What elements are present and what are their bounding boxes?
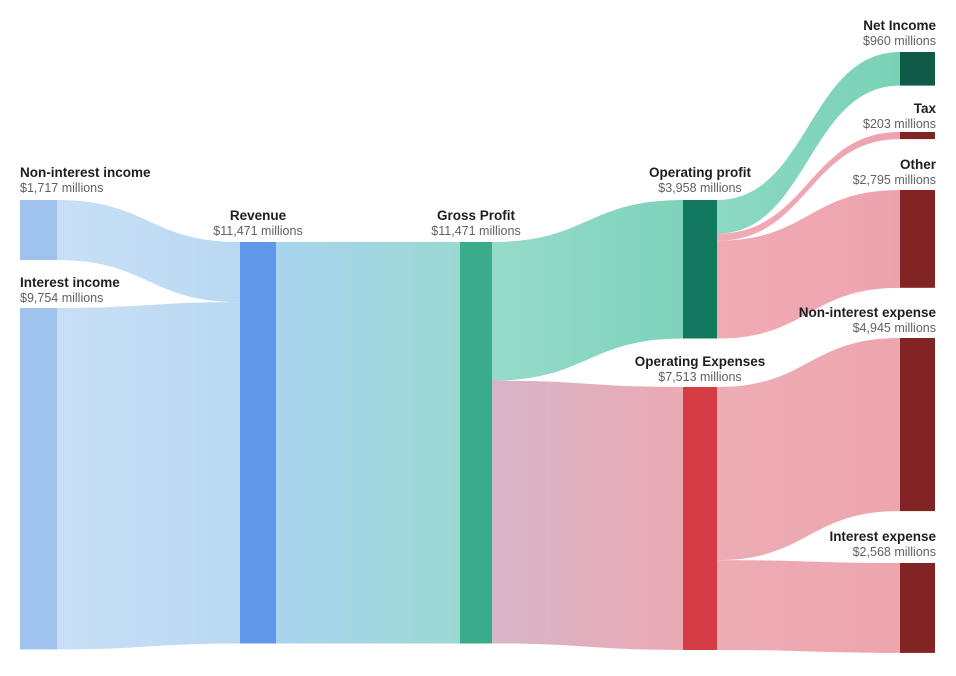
- flow-gross_profit-to-operating_profit[interactable]: [492, 200, 683, 381]
- flow-revenue-to-gross_profit[interactable]: [276, 242, 460, 644]
- flow-operating_profit-to-other[interactable]: [717, 190, 900, 339]
- node-interest_income[interactable]: [20, 308, 57, 650]
- node-interest_expense[interactable]: [900, 563, 935, 653]
- node-operating_profit[interactable]: [683, 200, 717, 339]
- node-non_interest_income[interactable]: [20, 200, 57, 261]
- node-non_interest_expense[interactable]: [900, 338, 935, 512]
- flow-non_interest_income-to-revenue[interactable]: [57, 200, 240, 303]
- flow-operating_profit-to-net_income[interactable]: [717, 52, 900, 234]
- node-gross_profit[interactable]: [460, 242, 492, 644]
- flow-operating_expenses-to-non_interest_expense[interactable]: [717, 338, 900, 561]
- flow-interest_income-to-revenue[interactable]: [57, 302, 240, 650]
- node-other[interactable]: [900, 190, 935, 288]
- node-net_income[interactable]: [900, 52, 935, 86]
- node-operating_expenses[interactable]: [683, 387, 717, 650]
- node-revenue[interactable]: [240, 242, 276, 644]
- flow-operating_profit-to-tax[interactable]: [717, 132, 900, 241]
- flow-gross_profit-to-operating_expenses[interactable]: [492, 380, 683, 650]
- node-tax[interactable]: [900, 132, 935, 140]
- flow-operating_expenses-to-interest_expense[interactable]: [717, 560, 900, 653]
